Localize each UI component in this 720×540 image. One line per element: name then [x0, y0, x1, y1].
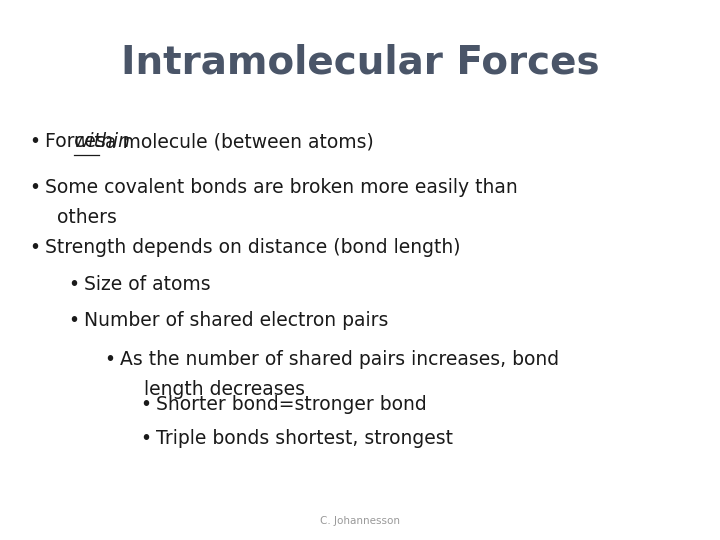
Text: •: • — [29, 132, 40, 151]
Text: Some covalent bonds are broken more easily than: Some covalent bonds are broken more easi… — [45, 178, 518, 197]
Text: Shorter bond=stronger bond: Shorter bond=stronger bond — [156, 395, 427, 414]
Text: C. Johannesson: C. Johannesson — [320, 516, 400, 526]
Text: •: • — [29, 178, 40, 197]
Text: Triple bonds shortest, strongest: Triple bonds shortest, strongest — [156, 429, 454, 448]
Text: Strength depends on distance (bond length): Strength depends on distance (bond lengt… — [45, 238, 460, 256]
Text: within: within — [74, 132, 131, 151]
Text: others: others — [45, 208, 117, 227]
Text: •: • — [140, 395, 151, 414]
Text: •: • — [68, 275, 79, 294]
Text: As the number of shared pairs increases, bond: As the number of shared pairs increases,… — [120, 350, 559, 369]
Text: length decreases: length decreases — [120, 380, 305, 399]
Text: Size of atoms: Size of atoms — [84, 275, 211, 294]
Text: •: • — [68, 310, 79, 329]
Text: •: • — [29, 238, 40, 256]
Text: Intramolecular Forces: Intramolecular Forces — [121, 43, 599, 81]
Text: Forces: Forces — [45, 132, 112, 151]
Text: •: • — [140, 429, 151, 448]
Text: •: • — [104, 350, 115, 369]
Text: Number of shared electron pairs: Number of shared electron pairs — [84, 310, 389, 329]
Text: a molecule (between atoms): a molecule (between atoms) — [99, 132, 374, 151]
